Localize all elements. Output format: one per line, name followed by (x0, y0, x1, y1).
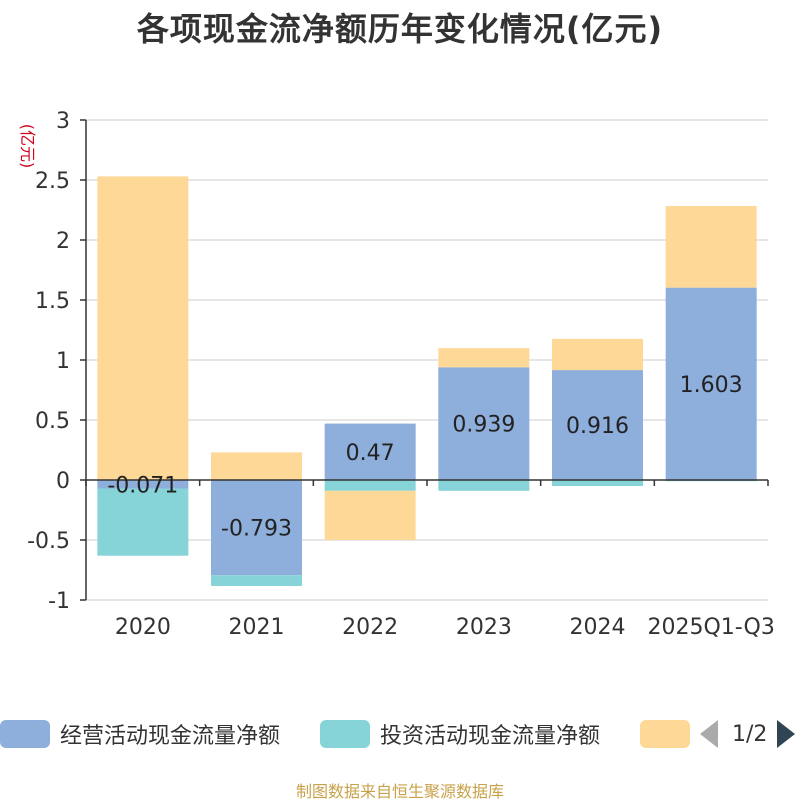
chart-canvas: -1 -0.5 0 0.5 1 1.5 2 2.5 3 2020 2021 2022 2023 2024 2… (18, 109, 775, 640)
bar-financing (438, 348, 530, 368)
data-label: 0.939 (452, 413, 515, 438)
legend-swatch-investing (320, 720, 370, 748)
chart-title: 各项现金流净额历年变化情况(亿元) (136, 10, 664, 48)
bar-financing (211, 452, 302, 480)
data-label: 0.916 (566, 414, 629, 439)
x-tick-label: 2022 (342, 615, 398, 640)
bar-financing (97, 176, 189, 480)
legend-label-investing: 投资活动现金流量净额 (380, 724, 601, 749)
bar-investing (324, 480, 416, 491)
y-tick-label: 0 (56, 469, 70, 494)
x-tick-label: 2021 (229, 615, 285, 640)
data-label: -0.793 (221, 517, 292, 542)
bar-operating (552, 370, 643, 480)
bar-investing (552, 480, 643, 486)
y-tick-label: 2 (56, 229, 70, 254)
y-tick-label: -1 (48, 589, 70, 614)
data-label: 1.603 (680, 373, 743, 398)
legend-label-operating: 经营活动现金流量净额 (60, 724, 281, 749)
x-tick-label: 2020 (115, 615, 171, 640)
bar-operating (97, 480, 189, 489)
x-tick-label: 2025Q1-Q3 (647, 615, 774, 640)
bars (97, 176, 757, 586)
bar-operating (438, 367, 530, 480)
y-axis-label: (亿元) (18, 124, 37, 169)
y-tick-label: 1 (56, 349, 70, 374)
bar-financing (324, 490, 416, 540)
bar-investing (438, 480, 530, 491)
y-tick-label: 0.5 (35, 409, 70, 434)
axes (80, 119, 769, 601)
y-tick-label: 3 (56, 109, 70, 134)
pager-prev-icon[interactable] (700, 720, 718, 748)
data-labels: -0.071 -0.793 0.47 0.939 0.916 1.603 (107, 373, 742, 542)
legend: 经营活动现金流量净额 投资活动现金流量净额 1/2 (0, 712, 800, 756)
x-tick-label: 2023 (456, 615, 512, 640)
bar-financing (665, 206, 757, 288)
legend-pager: 1/2 (700, 712, 796, 756)
y-tick-label: 1.5 (35, 289, 70, 314)
pager-next-icon[interactable] (777, 720, 796, 748)
bar-operating (324, 423, 416, 480)
y-tick-label: 2.5 (35, 169, 70, 194)
data-label: 0.47 (346, 441, 395, 466)
x-tick-label: 2024 (570, 615, 626, 640)
pager-text: 1/2 (732, 721, 768, 747)
legend-item-financing[interactable] (640, 712, 690, 756)
bar-investing (211, 575, 302, 586)
bar-operating (665, 287, 757, 480)
source-note: 制图数据来自恒生聚源数据库 (295, 782, 504, 801)
legend-swatch-operating (0, 720, 50, 748)
legend-item-investing[interactable]: 投资活动现金流量净额 (320, 712, 600, 756)
bar-financing (552, 338, 643, 371)
legend-swatch-financing (640, 720, 690, 748)
bar-operating (211, 480, 302, 576)
legend-item-operating[interactable]: 经营活动现金流量净额 (0, 712, 280, 756)
tick-labels: -1 -0.5 0 0.5 1 1.5 2 2.5 3 2020 2021 2022 2023 2024 2… (27, 109, 775, 640)
data-label: -0.071 (107, 473, 178, 498)
bar-investing (97, 488, 189, 556)
y-tick-label: -0.5 (27, 529, 70, 554)
